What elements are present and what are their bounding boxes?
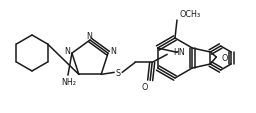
Text: OCH₃: OCH₃	[179, 9, 200, 18]
Text: S: S	[116, 68, 121, 77]
Text: N: N	[110, 46, 116, 55]
Text: HN: HN	[173, 47, 185, 56]
Text: O: O	[142, 82, 148, 91]
Text: O: O	[221, 53, 228, 62]
Text: N: N	[86, 31, 92, 40]
Text: NH₂: NH₂	[61, 77, 77, 86]
Text: N: N	[64, 46, 70, 55]
